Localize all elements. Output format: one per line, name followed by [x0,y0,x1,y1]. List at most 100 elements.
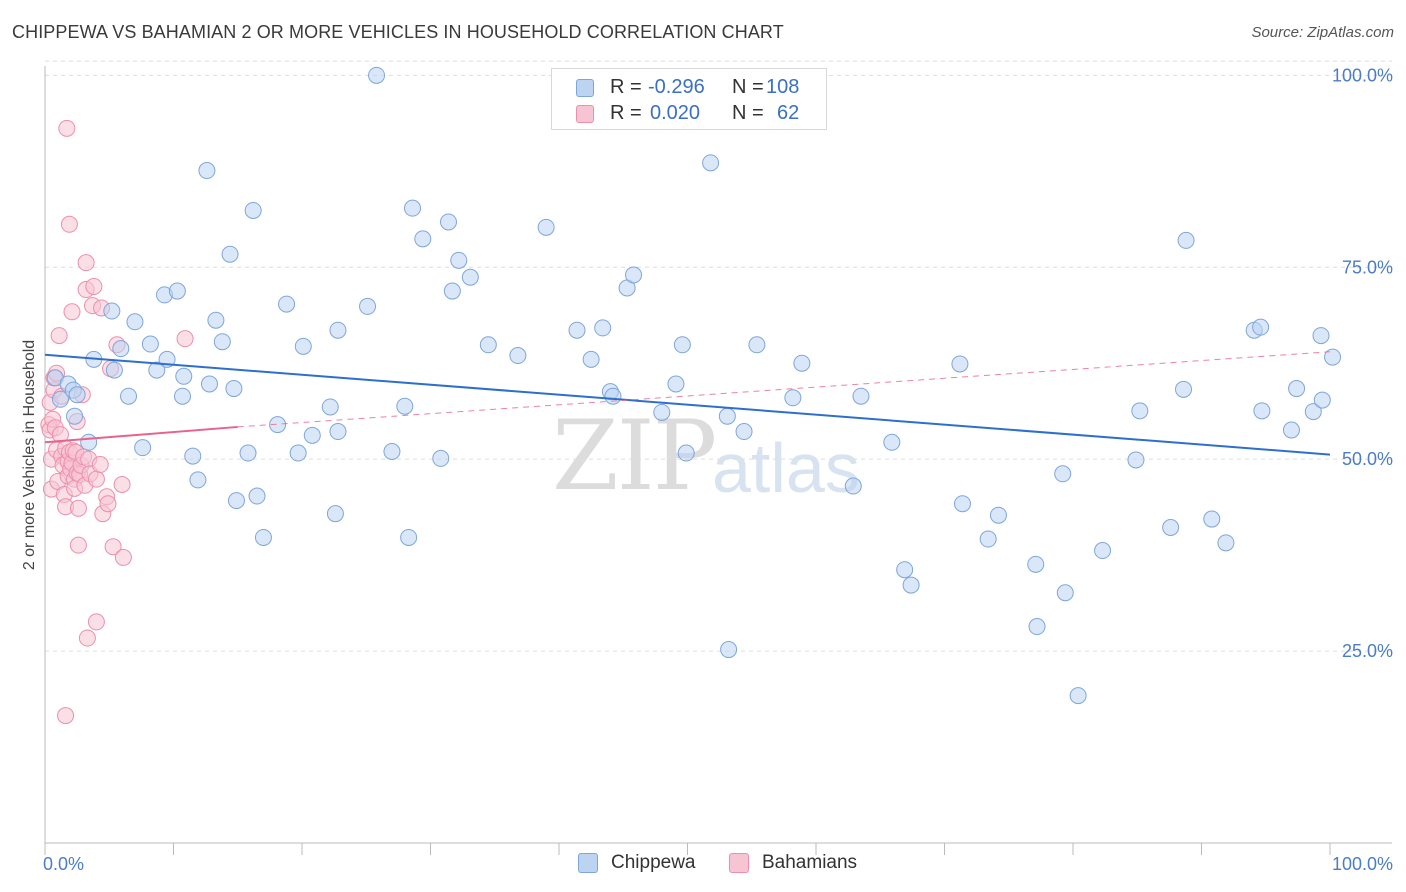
chippewa-point [1175,380,1193,398]
chippewa-point [1304,403,1322,421]
chippewa-swatch [576,79,594,97]
chippewa-point [1313,391,1331,409]
chippewa-point [278,295,296,313]
chippewa-point [793,354,811,372]
chippewa-point [443,282,461,300]
bahamian-point [57,707,75,725]
chippewa-point [582,350,600,368]
chippewa-point [112,340,130,358]
chippewa-point [432,449,450,467]
chippewa-point [404,199,422,217]
chippewa-point [244,201,262,219]
chippewa-point [537,218,555,236]
chippewa-point [1252,318,1270,336]
chippewa-point [594,319,612,337]
chippewa-point [189,471,207,489]
legend-n-value: 62 [777,102,800,124]
chippewa-point [105,361,123,379]
chippewa-point [1028,618,1046,636]
chippewa-point [989,506,1007,524]
chippewa-point [141,335,159,353]
chippewa-point [450,251,468,269]
chippewa-point [720,641,738,659]
chippewa-point [227,492,245,510]
legend-r-value: -0.296 [648,76,705,98]
chippewa-point [1054,465,1072,483]
legend-r-value: 0.020 [650,102,701,124]
chippewa-point [148,361,166,379]
chippewa-point [321,398,339,416]
chippewa-point [248,487,266,505]
chippewa-point [1217,534,1235,552]
chippewa-point [254,528,272,546]
legend-label-chippewa: Chippewa [611,852,696,873]
chippewa-point [396,397,414,415]
chippewa-point [414,230,432,248]
bahamian-point [69,499,87,517]
chippewa-point [184,447,202,465]
x-tick-label: 0.0% [43,854,84,874]
chippewa-point [383,443,401,460]
bahamian-point [60,215,78,233]
y-axis-label: 2 or more Vehicles in Household [21,339,38,571]
chippewa-swatch [578,853,598,873]
series-legend: Chippewa Bahamians [0,852,1406,878]
chippewa-point [289,444,307,462]
chippewa-point [400,528,418,546]
chippewa-point [625,266,643,284]
correlation-legend: R = -0.296 N = 108 R = 0.020 N = 62 [551,68,827,130]
bahamian-trend-extension [237,351,1331,428]
chippewa-point [1131,402,1149,420]
chippewa-point [269,416,287,434]
chippewa-point [225,380,243,398]
chippewa-point [735,423,753,441]
chippewa-point [207,311,225,329]
bahamian-point [114,548,132,566]
chippewa-point [844,477,862,495]
chippewa-point [126,313,144,331]
chippewa-point [68,386,86,404]
chippewa-point [66,407,84,425]
bahamian-trend-line [44,425,238,444]
bahamian-point [87,470,105,488]
bahamian-point [104,538,122,556]
chippewa-point [718,407,736,425]
chippewa-point [702,154,720,172]
tick-labels: 25.0% 50.0% 75.0% 100.0% 0.0% 100.0% [43,65,1393,874]
bahamian-point [91,456,109,474]
chippewa-point [368,66,386,84]
chippewa-point [103,302,121,320]
chippewa-point [951,355,969,373]
chippewa-point [1127,451,1145,469]
y-tick-label: 100.0% [1332,65,1393,85]
chart-title: CHIPPEWA VS BAHAMIAN 2 OR MORE VEHICLES … [12,22,784,42]
bahamian-point [87,613,105,631]
chippewa-point [673,336,691,354]
chippewa-point [784,389,802,407]
chippewa-point [953,495,971,513]
legend-label-bahamians: Bahamians [762,852,858,873]
legend-n-label: N = [732,102,764,124]
chippewa-point [326,505,344,523]
watermark-atlas: atlas [712,429,860,507]
bahamian-point [50,327,68,345]
gridlines [45,60,1392,652]
chippewa-point [461,268,479,286]
chippewa-point [479,336,497,354]
chippewa-point [51,390,69,408]
bahamian-point [113,476,131,494]
chippewa-point [173,387,191,405]
chippewa-point [213,333,231,351]
chippewa-point [604,387,622,405]
chippewa-point [653,403,671,421]
bahamian-point [58,119,76,137]
legend-r-label: R = [610,76,642,98]
chippewa-point [979,530,997,548]
bahamian-point [85,277,103,295]
chippewa-point [329,321,347,339]
chippewa-point [294,337,312,355]
chippewa-point [677,444,695,462]
bahamian-point [63,303,81,321]
chippewa-point [134,439,152,457]
